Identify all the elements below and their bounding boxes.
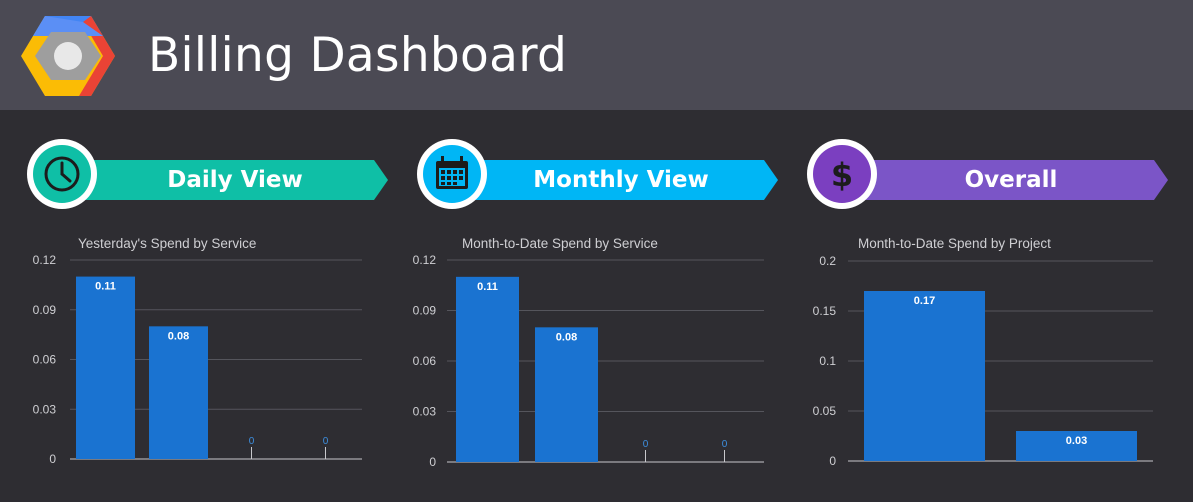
y-tick-label: 0.12 — [33, 253, 57, 267]
y-tick-label: 0 — [829, 454, 836, 468]
y-tick-label: 0 — [49, 452, 56, 466]
bar-data-label: 0.11 — [477, 281, 498, 293]
svg-text:$: $ — [831, 156, 853, 194]
chart-title: Month-to-Date Spend by Project — [858, 236, 1051, 251]
y-tick-label: 0.12 — [413, 253, 437, 267]
section-label: Monthly View — [533, 167, 709, 193]
bar-data-label: 0.08 — [168, 330, 189, 342]
ribbon-shape — [840, 160, 1168, 200]
y-tick-label: 0.05 — [813, 404, 837, 418]
y-tick-label: 0.06 — [33, 353, 57, 367]
chart-daily-spend: 0.12 0.09 0.06 0.03 0 0.11 0.08 0 0 — [33, 253, 362, 466]
bar-data-label: 0.11 — [95, 281, 116, 293]
y-tick-label: 0.2 — [819, 254, 836, 268]
y-tick-label: 0.1 — [819, 354, 836, 368]
section-label: Daily View — [167, 167, 303, 193]
google-cloud-logo-icon — [21, 16, 115, 96]
chart-project-spend: 0.2 0.15 0.1 0.05 0 0.17 0.03 — [813, 254, 1153, 468]
y-tick-label: 0.09 — [33, 303, 57, 317]
chart-title: Yesterday's Spend by Service — [78, 236, 257, 251]
header-bar: Billing Dashboard — [0, 0, 1193, 110]
ribbon-shape — [60, 160, 388, 200]
clock-icon — [44, 156, 80, 192]
bar[interactable] — [864, 291, 985, 461]
bar-data-label: 0.17 — [914, 295, 935, 307]
bar[interactable] — [535, 327, 598, 462]
bar-data-label: 0.03 — [1066, 435, 1087, 447]
chart-monthly-spend: 0.12 0.09 0.06 0.03 0 0.11 0.08 0 0 — [413, 253, 764, 469]
badge-monthly — [417, 139, 487, 209]
chart-title: Month-to-Date Spend by Service — [462, 236, 658, 251]
calendar-icon — [436, 156, 468, 189]
bar[interactable] — [1016, 431, 1137, 461]
bar[interactable] — [456, 276, 519, 462]
banner-daily: Daily View — [60, 160, 388, 200]
bar-data-label: 0 — [323, 436, 329, 447]
y-tick-label: 0.15 — [813, 304, 837, 318]
ribbon-shape — [450, 160, 778, 200]
banner-monthly: Monthly View — [450, 160, 778, 200]
bar-data-label: 0 — [722, 439, 728, 450]
badge-daily — [27, 139, 97, 209]
y-tick-label: 0.03 — [413, 405, 437, 419]
dollar-icon: $ — [831, 156, 853, 194]
y-tick-label: 0.06 — [413, 354, 437, 368]
bar-data-label: 0 — [249, 436, 255, 447]
page-title: Billing Dashboard — [148, 28, 568, 83]
y-tick-label: 0.03 — [33, 402, 57, 416]
y-tick-label: 0 — [429, 455, 436, 469]
y-tick-label: 0.09 — [413, 304, 437, 318]
bar[interactable] — [76, 276, 135, 459]
bar[interactable] — [149, 326, 208, 459]
banner-overall: Overall — [840, 160, 1168, 200]
badge-overall: $ — [807, 139, 877, 209]
bar-data-label: 0 — [643, 439, 649, 450]
bar-data-label: 0.08 — [556, 331, 577, 343]
section-label: Overall — [964, 167, 1058, 193]
